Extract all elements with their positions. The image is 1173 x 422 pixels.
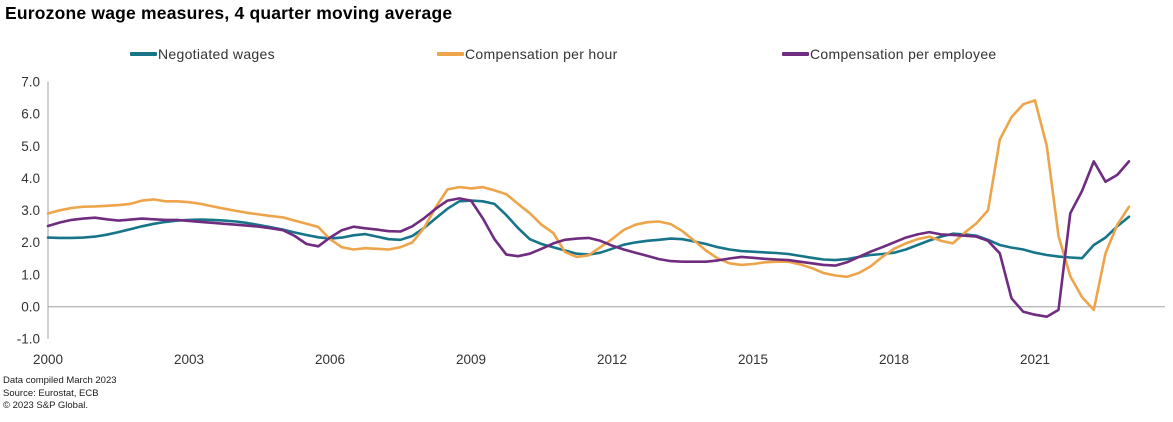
y-axis-tick-label: 7.0 [21, 75, 40, 90]
chart-footnotes: Data compiled March 2023 Source: Eurosta… [3, 375, 117, 413]
footnote-source: Source: Eurostat, ECB [3, 387, 99, 399]
y-axis-tick-label: 3.0 [21, 203, 40, 218]
x-axis-tick-label: 2018 [879, 352, 909, 367]
x-axis-tick-label: 2021 [1020, 352, 1050, 367]
y-axis-tick-label: 1.0 [21, 267, 40, 282]
footnote-copyright: © 2023 S&P Global. [3, 400, 88, 411]
y-axis-tick-label: -1.0 [17, 332, 40, 347]
legend-line-swatch-icon [782, 52, 809, 56]
y-axis-tick-label: 2.0 [21, 235, 40, 250]
chart-legend: Negotiated wages Compensation per hour C… [0, 45, 1173, 63]
legend-line-swatch-icon [437, 52, 464, 56]
series-line-compensation-per-employee [46, 160, 1131, 319]
y-axis-tick-label: 0.0 [21, 300, 40, 315]
x-axis-tick-label: 2006 [315, 352, 345, 367]
legend-label-compensation-per-hour: Compensation per hour [465, 46, 618, 62]
series-line-compensation-per-hour [46, 99, 1131, 312]
chart-title: Eurozone wage measures, 4 quarter moving… [5, 3, 453, 23]
x-axis-tick-label: 2015 [738, 352, 768, 367]
x-axis-tick-label: 2000 [33, 352, 63, 367]
y-axis-tick-label: 5.0 [21, 139, 40, 154]
footnote-data-compiled: Data compiled March 2023 [3, 375, 117, 386]
y-axis-tick-label: 6.0 [21, 107, 40, 122]
legend-item-negotiated-wages: Negotiated wages [130, 45, 275, 63]
legend-line-swatch-icon [130, 52, 157, 56]
legend-label-negotiated-wages: Negotiated wages [158, 46, 275, 62]
legend-item-compensation-per-employee: Compensation per employee [782, 45, 997, 63]
legend-label-compensation-per-employee: Compensation per employee [810, 46, 997, 62]
legend-item-compensation-per-hour: Compensation per hour [437, 45, 618, 63]
x-axis-tick-label: 2009 [456, 352, 486, 367]
y-axis-tick-label: 4.0 [21, 171, 40, 186]
x-axis-tick-label: 2003 [174, 352, 204, 367]
x-axis-tick-label: 2012 [597, 352, 627, 367]
